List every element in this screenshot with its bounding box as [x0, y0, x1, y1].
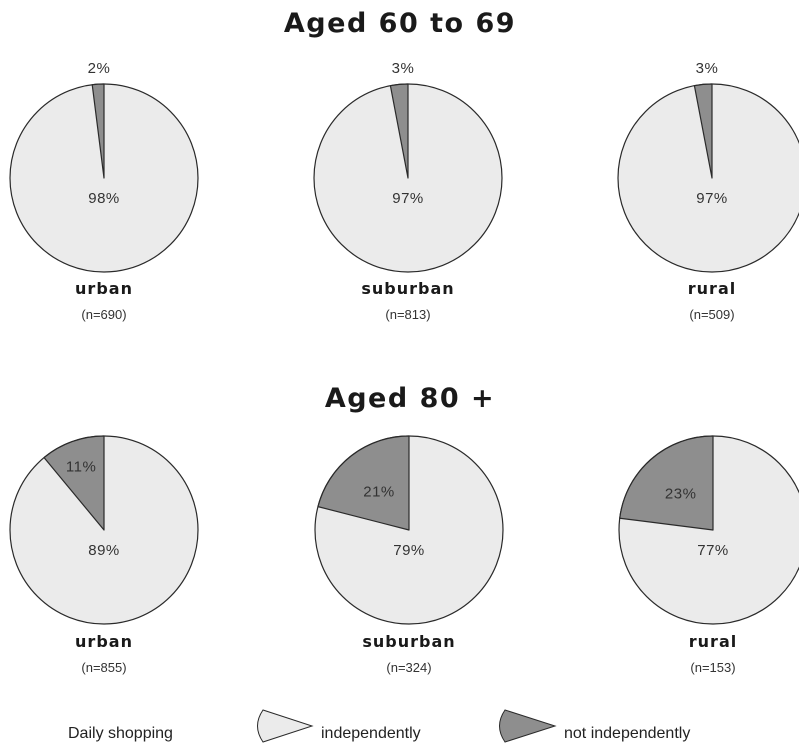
- sample-size-label: (n=813): [385, 307, 430, 322]
- category-label: suburban: [361, 279, 454, 298]
- legend-label-not-independently: not independently: [564, 725, 690, 742]
- slice-not-independently: [317, 435, 410, 531]
- group-title-aged-60-69: Aged 60 to 69: [284, 8, 516, 39]
- pie-grid: 98%2%urban(n=690)97%3%suburban(n=813)97%…: [9, 60, 799, 675]
- sample-size-label: (n=324): [386, 660, 431, 675]
- legend-swatch-independently: [257, 709, 314, 743]
- slice-not-independently: [43, 435, 105, 531]
- category-label: rural: [689, 632, 737, 651]
- label-independently: 89%: [88, 542, 120, 559]
- legend-title: Daily shopping: [68, 725, 173, 742]
- category-label: urban: [75, 279, 133, 298]
- label-independently: 97%: [696, 190, 728, 207]
- label-independently: 77%: [697, 542, 729, 559]
- slice-not-independently: [693, 83, 713, 179]
- pie-aged-80-rural: 77% 23% rural (n=153): [618, 435, 799, 675]
- slice-not-independently: [91, 83, 105, 179]
- category-label: suburban: [362, 632, 455, 651]
- pie-aged-60-to-69-rural: 97% 3% rural (n=509): [617, 60, 799, 322]
- sample-size-label: (n=855): [81, 660, 126, 675]
- label-not-independently: 3%: [696, 60, 719, 77]
- label-independently: 97%: [392, 190, 424, 207]
- label-not-independently: 11%: [66, 458, 96, 475]
- label-not-independently: 2%: [88, 60, 111, 77]
- category-label: urban: [75, 632, 133, 651]
- group-title-aged-80-plus: Aged 80 +: [325, 383, 495, 414]
- pie-aged-60-to-69-urban: 98% 2% urban (n=690): [9, 60, 199, 322]
- label-not-independently: 23%: [665, 485, 697, 502]
- label-not-independently: 3%: [392, 60, 415, 77]
- sample-size-label: (n=153): [690, 660, 735, 675]
- sample-size-label: (n=509): [689, 307, 734, 322]
- sample-size-label: (n=690): [81, 307, 126, 322]
- legend: Daily shopping independently not indepen…: [68, 709, 690, 743]
- legend-swatch-not-independently: [499, 709, 557, 743]
- pie-aged-80-suburban: 79% 21% suburban (n=324): [314, 435, 504, 675]
- slice-not-independently: [389, 83, 409, 179]
- slice-not-independently: [619, 435, 714, 531]
- legend-label-independently: independently: [321, 725, 421, 742]
- label-not-independently: 21%: [363, 483, 395, 500]
- label-independently: 98%: [88, 190, 120, 207]
- pie-aged-80-urban: 89% 11% urban (n=855): [9, 435, 199, 675]
- label-independently: 79%: [393, 542, 425, 559]
- category-label: rural: [688, 279, 736, 298]
- pie-aged-60-to-69-suburban: 97% 3% suburban (n=813): [313, 60, 503, 322]
